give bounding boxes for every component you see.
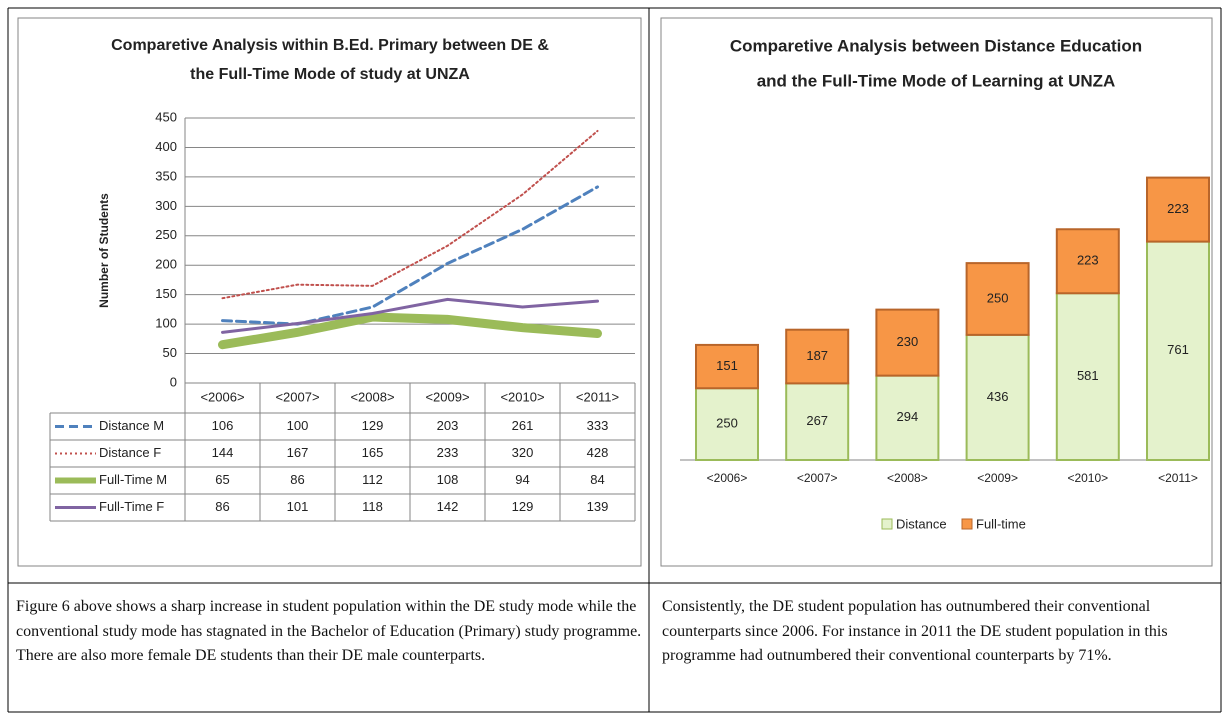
bar-segment xyxy=(965,262,1030,336)
legend-label: Distance F xyxy=(99,445,161,460)
x-tick-label: <2010> xyxy=(500,389,544,404)
data-label: 267 xyxy=(806,413,828,428)
x-tick-label: <2011> xyxy=(576,389,619,404)
x-tick-label: <2009> xyxy=(425,389,469,404)
chart-title: and the Full-Time Mode of Learning at UN… xyxy=(757,71,1116,90)
table-value: 65 xyxy=(215,472,229,487)
x-tick-label: <2006> xyxy=(200,389,244,404)
x-tick-label: <2006> xyxy=(707,471,748,485)
legend-label: Distance xyxy=(896,516,947,531)
chart-title: Comparetive Analysis within B.Ed. Primar… xyxy=(111,37,549,54)
y-tick-label: 250 xyxy=(155,227,177,242)
table-value: 106 xyxy=(212,418,234,433)
data-label: 436 xyxy=(987,389,1009,404)
data-label: 187 xyxy=(806,348,828,363)
table-value: 108 xyxy=(437,472,459,487)
x-tick-label: <2007> xyxy=(797,471,838,485)
table-value: 142 xyxy=(437,499,459,514)
x-tick-label: <2011> xyxy=(1158,471,1198,485)
y-tick-label: 300 xyxy=(155,198,177,213)
data-label: 230 xyxy=(897,334,919,349)
chart-frame xyxy=(17,17,642,567)
bar-segment xyxy=(875,374,940,462)
table-value: 261 xyxy=(512,418,534,433)
bar-segment xyxy=(875,308,940,377)
y-tick-label: 200 xyxy=(155,257,177,272)
bar-segment xyxy=(695,343,759,390)
paragraph: Figure 6 above shows a sharp increase in… xyxy=(16,598,642,664)
y-tick-label: 450 xyxy=(155,109,177,124)
legend-label: Full-time xyxy=(976,516,1026,531)
table-value: 165 xyxy=(362,445,384,460)
y-tick-label: 0 xyxy=(170,374,177,389)
table-value: 233 xyxy=(437,445,459,460)
data-label: 250 xyxy=(987,290,1009,305)
y-tick-label: 350 xyxy=(155,168,177,183)
data-label: 151 xyxy=(716,358,738,373)
table-value: 139 xyxy=(587,499,609,514)
data-label: 250 xyxy=(716,416,738,431)
bar-segment xyxy=(1146,240,1210,461)
y-tick-label: 50 xyxy=(163,345,177,360)
table-value: 100 xyxy=(287,418,309,433)
x-tick-label: <2008> xyxy=(887,471,928,485)
table-value: 84 xyxy=(590,472,604,487)
legend-label: Full-Time M xyxy=(99,472,167,487)
table-value: 118 xyxy=(362,499,383,514)
data-label: 223 xyxy=(1077,253,1099,268)
chart-frame xyxy=(660,17,1213,567)
bar-segment xyxy=(965,333,1030,462)
line-series xyxy=(218,312,602,350)
table-value: 144 xyxy=(212,445,234,460)
layout-table xyxy=(7,7,1222,713)
data-label: 581 xyxy=(1077,368,1099,383)
table-value: 320 xyxy=(512,445,534,460)
paragraph: Consistently, the DE student population … xyxy=(662,598,1168,664)
data-label: 223 xyxy=(1167,201,1189,216)
x-tick-label: <2009> xyxy=(977,471,1018,485)
legend-label: Distance M xyxy=(99,418,164,433)
table-value: 203 xyxy=(437,418,459,433)
y-tick-label: 150 xyxy=(155,286,177,301)
bar-segment xyxy=(1055,228,1120,295)
x-tick-label: <2008> xyxy=(350,389,394,404)
y-axis-label: Number of Students xyxy=(97,193,111,308)
bar-segment xyxy=(1146,176,1210,243)
data-label: 294 xyxy=(897,409,919,424)
table-value: 333 xyxy=(587,418,609,433)
y-tick-label: 100 xyxy=(155,316,177,331)
table-value: 86 xyxy=(215,499,229,514)
table-value: 94 xyxy=(515,472,529,487)
x-tick-label: <2007> xyxy=(275,389,319,404)
legend-label: Full-Time F xyxy=(99,499,164,514)
table-value: 428 xyxy=(587,445,609,460)
line-series xyxy=(221,297,599,334)
legend-swatch xyxy=(881,518,893,530)
table-value: 129 xyxy=(512,499,534,514)
chart-title: the Full-Time Mode of study at UNZA xyxy=(190,66,470,83)
bar-segment xyxy=(1055,292,1120,461)
bar-segment xyxy=(695,387,759,461)
bar-segment xyxy=(785,328,850,385)
data-label: 761 xyxy=(1167,342,1189,357)
table-value: 167 xyxy=(287,445,309,460)
legend-swatch xyxy=(961,518,973,530)
table-value: 112 xyxy=(362,472,383,487)
table-value: 101 xyxy=(287,499,309,514)
chart-title: Comparetive Analysis between Distance Ed… xyxy=(730,36,1142,55)
y-tick-label: 400 xyxy=(155,139,177,154)
bar-segment xyxy=(785,382,850,461)
table-value: 86 xyxy=(290,472,304,487)
table-value: 129 xyxy=(362,418,384,433)
x-tick-label: <2010> xyxy=(1067,471,1108,485)
